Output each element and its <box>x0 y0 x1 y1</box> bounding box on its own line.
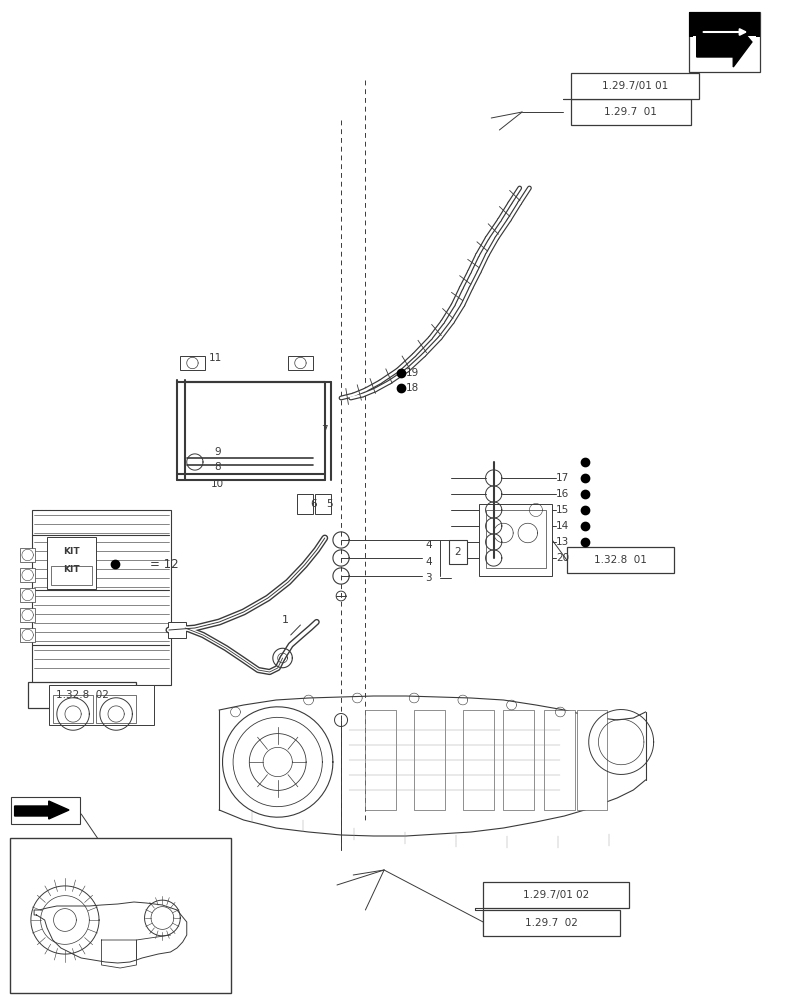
Bar <box>483 882 629 908</box>
Text: 1: 1 <box>282 615 289 625</box>
Text: 1.29.7  01: 1.29.7 01 <box>603 107 657 117</box>
Bar <box>576 710 607 810</box>
Bar <box>168 622 186 638</box>
Text: 1.32.8  02: 1.32.8 02 <box>55 690 109 700</box>
Text: = 12: = 12 <box>149 557 178 570</box>
Bar <box>11 797 79 824</box>
Bar <box>315 494 331 514</box>
Bar <box>180 356 204 370</box>
Bar <box>462 710 493 810</box>
Bar <box>570 73 698 99</box>
Bar <box>688 12 759 72</box>
Polygon shape <box>15 801 69 819</box>
Text: 1.29.7/01 02: 1.29.7/01 02 <box>522 890 589 900</box>
Bar <box>20 588 35 602</box>
Text: 13: 13 <box>556 537 569 547</box>
Text: 4: 4 <box>425 540 431 550</box>
Bar <box>20 568 35 582</box>
Bar <box>570 99 690 125</box>
Text: 20: 20 <box>556 553 569 563</box>
Bar <box>20 548 35 562</box>
Bar <box>32 510 170 685</box>
Text: 11: 11 <box>208 353 221 363</box>
Text: 6: 6 <box>310 499 316 509</box>
Bar <box>10 838 230 993</box>
Bar <box>566 547 673 573</box>
Text: 7: 7 <box>321 425 328 435</box>
Text: 3: 3 <box>425 573 431 583</box>
Polygon shape <box>688 12 759 37</box>
Bar <box>47 537 96 589</box>
Bar <box>503 710 534 810</box>
Text: 18: 18 <box>406 383 418 393</box>
Bar <box>483 910 619 936</box>
Text: 10: 10 <box>211 479 224 489</box>
Polygon shape <box>692 36 755 67</box>
Text: 15: 15 <box>556 505 569 515</box>
Text: 8: 8 <box>214 462 221 472</box>
Text: 14: 14 <box>556 521 569 531</box>
Bar <box>485 510 545 568</box>
Bar <box>478 504 551 576</box>
Bar <box>297 494 313 514</box>
Bar <box>20 608 35 622</box>
Bar <box>49 685 154 725</box>
Text: 1.32.8  01: 1.32.8 01 <box>593 555 646 565</box>
Text: KIT: KIT <box>63 565 79 574</box>
Text: 16: 16 <box>556 489 569 499</box>
Bar <box>28 682 135 708</box>
Text: 1.29.7  02: 1.29.7 02 <box>524 918 577 928</box>
Text: 9: 9 <box>214 447 221 457</box>
Text: 4: 4 <box>425 557 431 567</box>
Bar <box>51 566 92 585</box>
Bar <box>414 710 444 810</box>
Polygon shape <box>696 20 751 67</box>
Bar <box>288 356 312 370</box>
Text: 17: 17 <box>556 473 569 483</box>
Bar <box>20 628 35 642</box>
Bar <box>96 695 136 723</box>
Text: KIT: KIT <box>63 547 79 556</box>
Bar <box>365 710 396 810</box>
Bar <box>448 540 466 564</box>
Text: 19: 19 <box>406 368 418 378</box>
Bar <box>53 695 93 723</box>
Bar <box>543 710 574 810</box>
Text: 1.29.7/01 01: 1.29.7/01 01 <box>601 81 667 91</box>
Text: 2: 2 <box>454 547 461 557</box>
Bar <box>41 528 166 600</box>
Text: 5: 5 <box>326 499 333 509</box>
